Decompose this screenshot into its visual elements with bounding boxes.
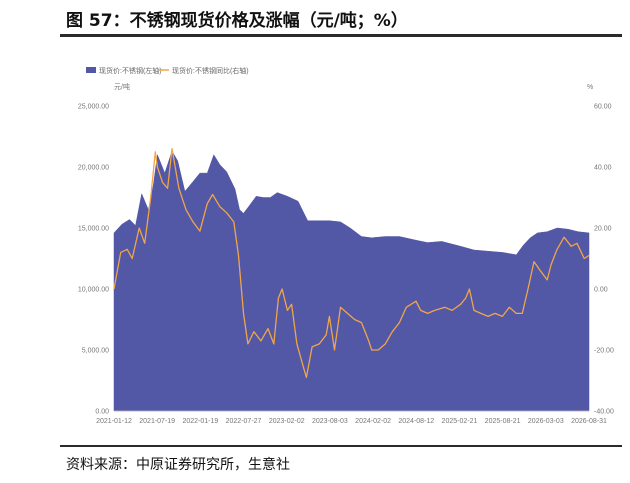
x-tick-label: 2024-08-12 [398, 418, 434, 425]
yoy-line [113, 148, 590, 379]
x-tick-label: 2022-01-19 [182, 418, 218, 425]
x-tick-label: 2024-02-02 [355, 418, 391, 425]
x-tick-label: 2023-02-02 [269, 418, 305, 425]
legend-swatch-price [86, 67, 96, 73]
x-tick-label: 2025-08-21 [485, 418, 521, 425]
x-tick-label: 2022-07-27 [226, 418, 262, 425]
source-rule [60, 445, 622, 447]
right-tick-label: 0.00 [594, 287, 608, 294]
price-area-layer [113, 150, 590, 412]
price-area [113, 150, 590, 412]
title-rule [60, 34, 622, 37]
x-tick-label: 2026-03-03 [528, 418, 564, 425]
legend-label-yoy: 现货价:不锈钢同比(右轴) [172, 66, 249, 75]
left-tick-label: 25,000.00 [78, 104, 109, 111]
x-tick-label: 2025-02-21 [442, 418, 478, 425]
right-axis-unit: % [587, 84, 593, 91]
right-tick-label: 60.00 [594, 104, 612, 111]
chart-title: 图 57：不锈钢现货价格及涨幅（元/吨；%） [66, 11, 408, 31]
left-tick-label: 15,000.00 [78, 226, 109, 233]
right-tick-label: -40.00 [594, 409, 614, 416]
source-note: 资料来源：中原证券研究所，生意社 [66, 457, 290, 473]
x-tick-label: 2023-08-03 [312, 418, 348, 425]
right-tick-label: -20.00 [594, 348, 614, 355]
x-tick-label: 2026-08-31 [571, 418, 607, 425]
left-axis-unit: 元/吨 [114, 82, 130, 91]
legend-label-price: 现货价:不锈钢(左轴) [99, 66, 162, 75]
x-tick-label: 2021-01-12 [96, 418, 132, 425]
left-tick-label: 0.00 [95, 409, 109, 416]
left-tick-label: 10,000.00 [78, 287, 109, 294]
legend: 现货价:不锈钢(左轴) 现货价:不锈钢同比(右轴) [86, 66, 249, 75]
axis-ticks-layer: 0.00 5,000.00 10,000.00 15,000.00 20,000.00 2… [78, 104, 614, 426]
right-tick-label: 40.00 [594, 165, 612, 172]
left-tick-label: 20,000.00 [78, 165, 109, 172]
yoy-line-layer [113, 148, 590, 379]
left-tick-label: 5,000.00 [82, 348, 109, 355]
right-tick-label: 20.00 [594, 226, 612, 233]
x-tick-label: 2021-07-19 [139, 418, 175, 425]
